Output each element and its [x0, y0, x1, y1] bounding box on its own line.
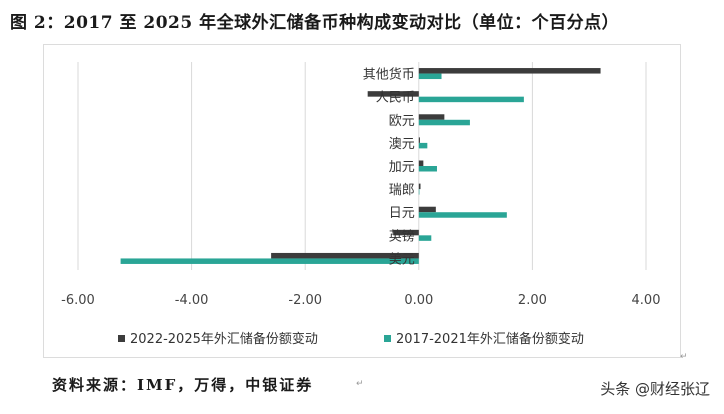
source-note: 资料来源：IMF，万得，中银证券: [52, 376, 314, 394]
bar-recent: [418, 68, 601, 74]
category-label: 英镑: [389, 228, 415, 244]
bar-recent: [418, 206, 436, 213]
legend: 2022-2025年外汇储备份额变动 2017-2021年外汇储备份额变动: [118, 331, 584, 347]
legend-swatch: [384, 335, 391, 342]
category-label: 瑞郎: [389, 183, 415, 198]
chart-title: 图 2：2017 至 2025 年全球外汇储备币种构成变动对比（单位：个百分点）: [10, 13, 620, 33]
category-label: 欧元: [389, 114, 415, 129]
bar-recent: [418, 160, 424, 166]
bar-recent: [418, 114, 445, 120]
bar-earlier: [418, 96, 524, 103]
bar-recent: [393, 229, 419, 236]
bar-earlier: [418, 235, 432, 241]
bar-earlier: [418, 212, 507, 218]
category-label: 加元: [389, 160, 415, 175]
x-tick-label: -6.00: [61, 293, 95, 308]
bar-recent: [367, 91, 419, 97]
bar-recent: [418, 137, 420, 143]
grid-lines: [77, 62, 647, 270]
bar-earlier: [418, 142, 428, 149]
paragraph-mark: ↵: [680, 352, 688, 362]
x-tick-label: -2.00: [288, 293, 322, 308]
x-tick-label: -4.00: [175, 293, 209, 308]
bars: [120, 68, 601, 264]
category-label: 澳元: [389, 136, 415, 152]
bar-recent: [418, 183, 421, 190]
legend-label: 2022-2025年外汇储备份额变动: [130, 331, 318, 347]
watermark: 头条 @财经张辽: [600, 380, 710, 398]
category-label: 美元: [389, 252, 415, 267]
bar-earlier: [418, 73, 442, 80]
bar-recent: [271, 252, 419, 259]
bar-earlier: [418, 189, 420, 195]
x-tick-label: 0.00: [404, 293, 433, 308]
paragraph-mark: ↵: [356, 379, 364, 389]
category-label: 其他货币: [363, 67, 415, 83]
category-label: 日元: [389, 206, 415, 221]
bar-earlier: [418, 166, 437, 172]
chart-frame: [43, 44, 681, 358]
x-tick-labels: -6.00 -4.00 -2.00 0.00 2.00 4.00: [61, 293, 660, 308]
x-tick-label: 2.00: [518, 293, 547, 308]
category-label: 人民币: [376, 91, 415, 106]
legend-label: 2017-2021年外汇储备份额变动: [396, 331, 584, 347]
x-tick-label: 4.00: [632, 293, 661, 308]
legend-swatch: [118, 335, 125, 342]
bar-earlier: [418, 119, 470, 126]
bar-earlier: [120, 258, 419, 264]
